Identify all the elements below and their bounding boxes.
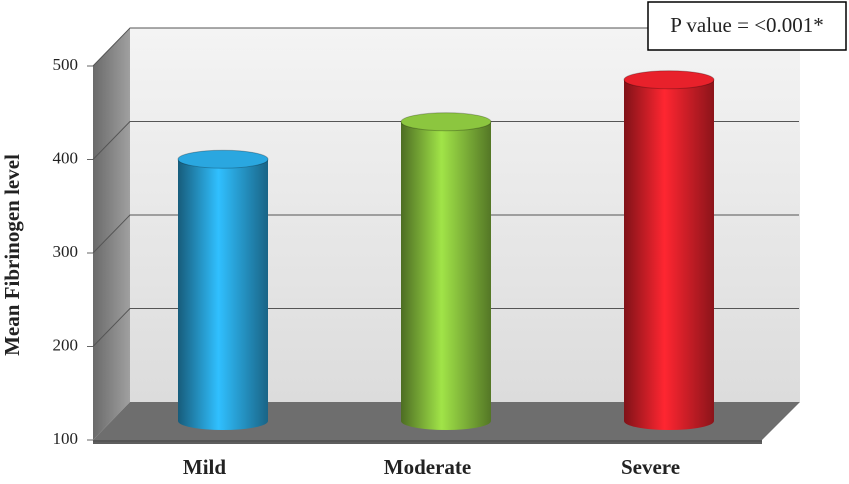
bar bbox=[178, 159, 268, 430]
grid-line bbox=[92, 308, 799, 347]
grid-line bbox=[92, 121, 799, 160]
y-axis-label: Mean Fibrinogen level bbox=[0, 154, 24, 356]
bar-top bbox=[400, 112, 492, 132]
x-tick-label: Moderate bbox=[384, 455, 471, 479]
y-tick-label: 300 bbox=[53, 242, 79, 261]
bar bbox=[624, 79, 714, 430]
grid-line bbox=[92, 27, 799, 67]
annotation-box bbox=[647, 1, 847, 51]
y-tick-label: 500 bbox=[53, 55, 79, 74]
y-tick-label: 400 bbox=[53, 148, 79, 167]
annotation: P value = <0.001* bbox=[670, 13, 824, 37]
y-tick-label: 200 bbox=[53, 335, 79, 354]
x-tick-label: Mild bbox=[183, 455, 226, 479]
bar-top bbox=[177, 149, 269, 169]
bar-top bbox=[623, 70, 715, 90]
bar bbox=[401, 121, 491, 431]
x-tick-label: Severe bbox=[621, 455, 680, 479]
y-tick-label: 100 bbox=[53, 429, 79, 448]
grid-line bbox=[92, 214, 799, 254]
